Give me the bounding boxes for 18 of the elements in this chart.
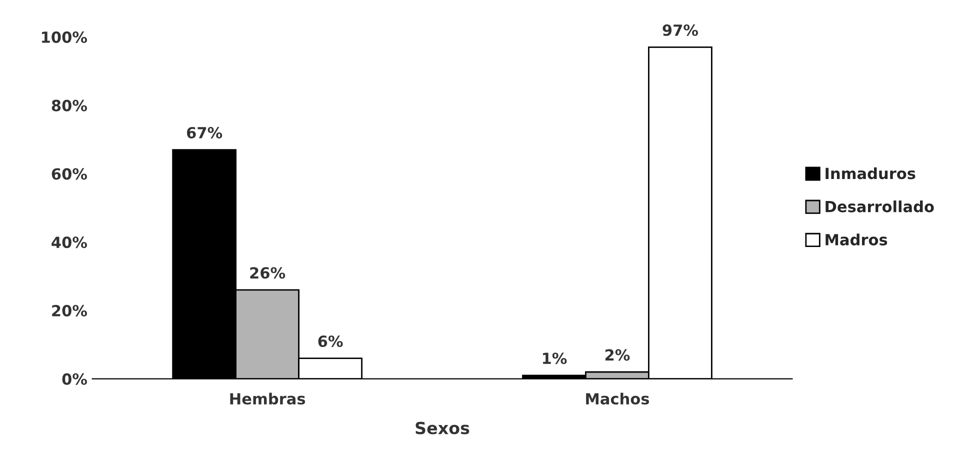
data-label: 67% (186, 126, 222, 138)
legend-label: Inmaduros (826, 167, 916, 180)
legend-label: Madros (826, 234, 888, 246)
y-tick-label: 40% (52, 236, 87, 248)
data-label: 6% (318, 335, 343, 348)
data-label: 2% (605, 349, 630, 361)
legend-label: Desarrollado (826, 200, 934, 212)
y-tick-label: 80% (52, 100, 87, 112)
y-tick-label: 100% (42, 31, 87, 43)
x-tick-label: Hembras (230, 392, 306, 405)
data-label: 26% (250, 267, 286, 279)
data-label: 97% (662, 24, 698, 36)
y-tick-label: 20% (52, 304, 87, 316)
x-tick-label: Machos (586, 392, 650, 405)
x-axis-title: Sexos (416, 422, 470, 434)
y-tick-label: 60% (52, 168, 87, 180)
y-tick-label: 0% (62, 373, 87, 385)
data-label: 1% (542, 352, 567, 364)
